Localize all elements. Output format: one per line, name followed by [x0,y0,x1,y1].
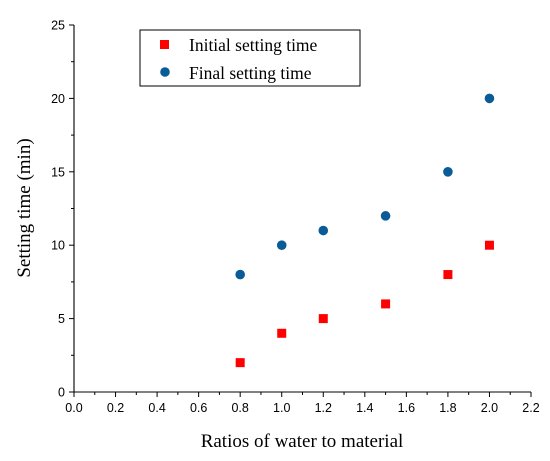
final-setting-time-point [318,225,329,236]
y-tick-label: 5 [58,312,65,326]
y-tick-label: 10 [51,239,65,253]
x-tick-label: 2.0 [481,401,498,415]
x-tick-label: 1.2 [315,401,332,415]
legend: Initial setting time Final setting time [139,29,361,87]
final-setting-time-point [380,211,391,221]
x-tick-label: 0.6 [190,401,207,415]
data-points [235,93,495,368]
initial-setting-time-point [484,240,494,250]
x-tick-label: 0.0 [65,401,82,415]
legend-box [139,29,361,87]
y-tick-label: 20 [51,92,65,106]
y-ticks: 0 5 10 15 20 25 [51,19,74,400]
x-tick-label: 0.4 [148,401,165,415]
x-tick-label: 1.0 [273,401,290,415]
initial-setting-time-point [381,299,391,309]
x-tick-label: 0.8 [231,401,248,415]
legend-square-marker [160,40,169,49]
x-tick-label: 0.2 [107,401,124,415]
initial-setting-time-point [318,314,328,324]
legend-label-final: Final setting time [189,63,312,83]
final-setting-time-point [235,269,245,280]
final-setting-time-point [276,240,287,250]
y-tick-label: 25 [51,19,65,33]
legend-circle-marker [160,67,170,77]
x-tick-label: 2.2 [522,401,539,415]
initial-setting-time-point [235,358,245,368]
x-tick-label: 1.8 [439,401,456,415]
final-setting-time-point [443,167,453,177]
legend-label-initial: Initial setting time [189,35,318,55]
x-tick-label: 1.4 [356,401,373,415]
x-tick-label: 1.6 [398,401,415,415]
x-axis-title: Ratios of water to material [201,431,404,452]
initial-setting-time-point [277,328,287,338]
final-setting-time-point [484,93,495,104]
initial-setting-time-point [443,270,453,280]
y-tick-label: 0 [58,386,65,400]
y-tick-label: 15 [51,165,65,179]
x-ticks: 0.0 0.2 0.4 0.6 0.8 1.0 1.2 1.4 1.6 1.8 2.0 2.2 [65,392,540,415]
y-axis-title: Setting time (min) [14,138,35,277]
